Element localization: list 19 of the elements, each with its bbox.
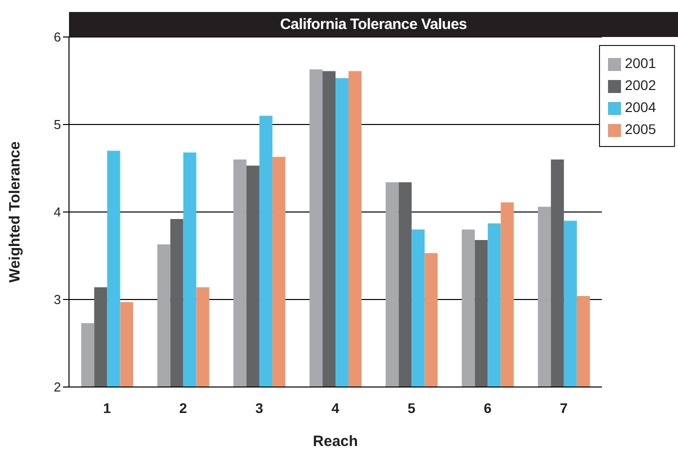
legend-label: 2005	[624, 121, 656, 137]
x-tick-label: 7	[560, 400, 568, 416]
x-tick-label: 2	[179, 400, 188, 416]
y-tick-label: 2	[54, 380, 61, 395]
x-tick-label: 5	[408, 400, 416, 416]
legend-label: 2004	[624, 99, 656, 115]
x-tick-label: 1	[103, 400, 112, 416]
legend-label: 2002	[624, 77, 656, 93]
legend-label: 2001	[624, 55, 656, 71]
x-tick-label: 6	[484, 400, 492, 416]
y-tick-label: 6	[54, 30, 61, 45]
x-tick-label: 4	[332, 400, 340, 416]
x-axis-title: Reach	[312, 433, 358, 450]
y-tick-label: 4	[54, 204, 61, 220]
y-tick-label: 5	[54, 117, 61, 132]
y-axis-title: Weighted Tolerance	[6, 141, 24, 283]
chart-title: California Tolerance Values	[69, 12, 678, 37]
x-tick-label: 3	[255, 400, 264, 416]
y-tick-label: 3	[54, 292, 61, 308]
